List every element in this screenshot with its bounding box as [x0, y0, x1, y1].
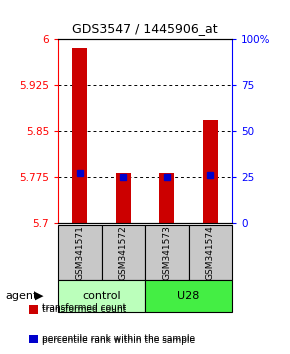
Text: transformed count: transformed count: [42, 303, 126, 312]
Text: percentile rank within the sample: percentile rank within the sample: [42, 336, 195, 346]
Text: GSM341573: GSM341573: [162, 225, 171, 280]
Text: GSM341574: GSM341574: [206, 225, 215, 280]
Text: agent: agent: [6, 291, 38, 301]
Text: GSM341572: GSM341572: [119, 225, 128, 280]
Bar: [72, 48, 87, 223]
Bar: [116, 173, 131, 223]
Text: transformed count: transformed count: [42, 305, 126, 314]
Bar: [159, 173, 174, 223]
Bar: [102, 225, 145, 280]
Bar: [188, 225, 232, 280]
Bar: [29, 335, 38, 343]
Bar: [145, 280, 232, 312]
Text: percentile rank within the sample: percentile rank within the sample: [42, 334, 195, 343]
Bar: [145, 225, 188, 280]
Text: control: control: [82, 291, 121, 301]
Bar: [29, 305, 38, 314]
Bar: [203, 120, 218, 223]
Bar: [58, 280, 145, 312]
Bar: [58, 225, 102, 280]
Text: ▶: ▶: [35, 291, 44, 301]
Text: U28: U28: [177, 291, 200, 301]
Text: GSM341571: GSM341571: [75, 225, 84, 280]
Title: GDS3547 / 1445906_at: GDS3547 / 1445906_at: [72, 22, 218, 35]
